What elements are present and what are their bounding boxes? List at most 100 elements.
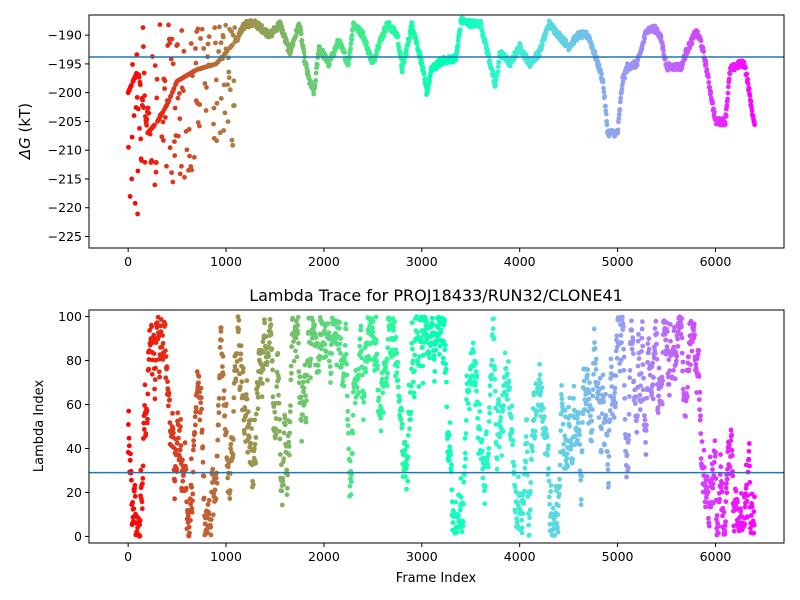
data-point — [156, 369, 162, 375]
data-point — [416, 384, 422, 389]
data-point — [352, 400, 358, 406]
data-point — [688, 362, 693, 368]
data-point — [656, 393, 661, 399]
data-point — [444, 404, 450, 410]
data-point — [466, 388, 472, 394]
data-point — [357, 343, 362, 349]
data-point — [178, 417, 184, 422]
data-point — [149, 158, 155, 163]
data-point — [603, 391, 608, 397]
data-point — [431, 357, 437, 362]
data-point — [280, 27, 286, 33]
data-point — [515, 523, 521, 529]
data-point — [179, 163, 184, 169]
data-point — [683, 414, 688, 419]
data-point — [487, 383, 493, 389]
data-point — [593, 361, 598, 366]
data-point — [502, 350, 508, 356]
data-point — [713, 476, 719, 481]
data-point — [193, 422, 198, 428]
data-point — [580, 420, 585, 425]
data-point — [529, 445, 535, 450]
data-point — [260, 381, 265, 386]
data-point — [177, 171, 183, 177]
data-point — [398, 417, 404, 422]
data-point — [684, 393, 690, 399]
data-point — [160, 340, 166, 346]
data-point — [168, 93, 174, 99]
data-point — [248, 417, 254, 423]
y-tick-label: 80 — [66, 353, 82, 368]
data-point — [666, 357, 672, 363]
data-point — [640, 319, 645, 325]
data-point — [557, 462, 563, 468]
data-point — [181, 88, 186, 93]
data-point — [518, 46, 524, 51]
data-point — [200, 459, 206, 465]
data-point — [346, 430, 351, 436]
data-point — [618, 357, 624, 363]
data-point — [606, 480, 611, 486]
data-point — [289, 370, 294, 376]
data-point — [528, 480, 534, 485]
data-point — [651, 375, 656, 380]
data-point — [473, 360, 479, 366]
data-point — [447, 432, 452, 438]
data-point — [728, 438, 734, 444]
data-point — [367, 356, 373, 362]
data-point — [588, 413, 593, 419]
data-point — [299, 38, 305, 43]
data-point — [598, 449, 604, 455]
data-point — [231, 395, 237, 401]
data-point — [704, 67, 710, 72]
data-point — [222, 413, 228, 419]
data-point — [487, 392, 493, 398]
data-point — [391, 328, 396, 333]
data-point — [437, 351, 442, 357]
data-point — [286, 444, 292, 449]
data-point — [281, 482, 286, 488]
data-point — [591, 371, 596, 377]
data-point — [727, 71, 733, 77]
data-point — [575, 437, 580, 443]
data-point — [132, 200, 138, 206]
data-point — [602, 94, 608, 99]
data-point — [126, 408, 132, 414]
data-point — [176, 435, 181, 441]
data-point — [492, 388, 498, 394]
data-point — [474, 388, 479, 394]
data-point — [208, 532, 214, 538]
data-point — [479, 437, 485, 442]
data-point — [652, 326, 658, 331]
data-point — [720, 505, 726, 511]
data-point — [154, 325, 160, 330]
data-point — [541, 414, 547, 419]
data-point — [293, 33, 299, 39]
data-point — [616, 112, 622, 117]
data-point — [630, 338, 636, 343]
data-point — [206, 34, 212, 39]
data-point — [689, 41, 695, 47]
data-point — [128, 451, 133, 457]
data-point — [370, 319, 376, 324]
data-point — [215, 453, 220, 459]
data-point — [189, 167, 195, 173]
data-point — [567, 395, 573, 401]
data-point — [682, 56, 688, 62]
data-point — [646, 346, 652, 352]
data-point — [222, 110, 228, 116]
data-point — [328, 380, 333, 385]
data-point — [248, 441, 254, 446]
data-point — [626, 433, 632, 438]
data-point — [392, 319, 397, 325]
data-point — [144, 420, 150, 426]
data-point — [340, 379, 346, 384]
data-point — [135, 106, 141, 112]
bottom-y-axis: 0 20 40 60 80 100 — [58, 309, 89, 544]
data-point — [411, 394, 417, 400]
data-point — [350, 430, 356, 436]
data-point — [707, 454, 713, 460]
data-point — [286, 439, 292, 445]
data-point — [266, 352, 271, 358]
data-point — [622, 416, 628, 422]
